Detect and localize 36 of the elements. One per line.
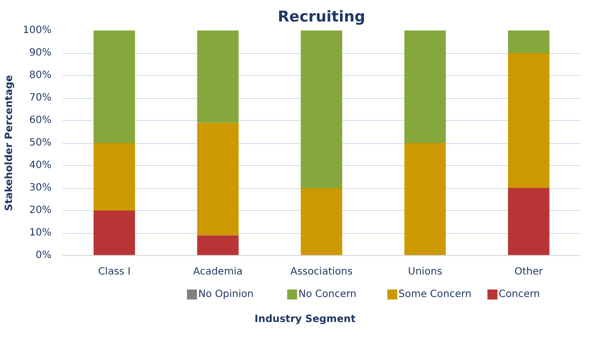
y-tick-label: 0% (36, 250, 52, 261)
y-axis-title: Stakeholder Percentage (4, 74, 15, 212)
legend-label: No Concern (298, 289, 357, 300)
y-tick-label: 10% (29, 228, 52, 238)
x-axis-title: Industry Segment (254, 313, 356, 327)
y-tick-label: 50% (29, 138, 52, 148)
y-tick-label: 20% (29, 205, 52, 216)
bar (508, 188, 550, 256)
chart-title: Recruiting (278, 8, 366, 26)
y-tick-label: 80% (29, 70, 52, 81)
legend-label: No Opinion (198, 289, 254, 300)
bar (197, 30, 239, 123)
bar (94, 210, 136, 256)
legend-label: Some Concern (398, 289, 472, 300)
bar (300, 188, 342, 256)
y-tick-label: 90% (29, 48, 52, 58)
bar (300, 30, 342, 188)
y-tick-label: 30% (29, 182, 52, 194)
bar (197, 235, 239, 256)
bar (94, 143, 136, 210)
y-tick-label: 100% (22, 25, 52, 36)
x-tick-label: Class I (98, 266, 131, 278)
bar (404, 143, 446, 256)
bar (94, 30, 136, 143)
y-tick-label: 40% (29, 160, 52, 171)
x-tick-label: Academia (193, 266, 243, 278)
bar (197, 122, 239, 236)
x-tick-label: Unions (408, 266, 442, 278)
x-tick-label: Other (514, 266, 544, 278)
bar (508, 53, 550, 188)
x-tick-label: Associations (290, 266, 353, 278)
y-tick-label: 70% (29, 92, 52, 104)
bar (508, 30, 550, 53)
bar (404, 30, 446, 143)
legend-label: Concern (498, 289, 540, 300)
y-tick-label: 60% (29, 115, 52, 126)
